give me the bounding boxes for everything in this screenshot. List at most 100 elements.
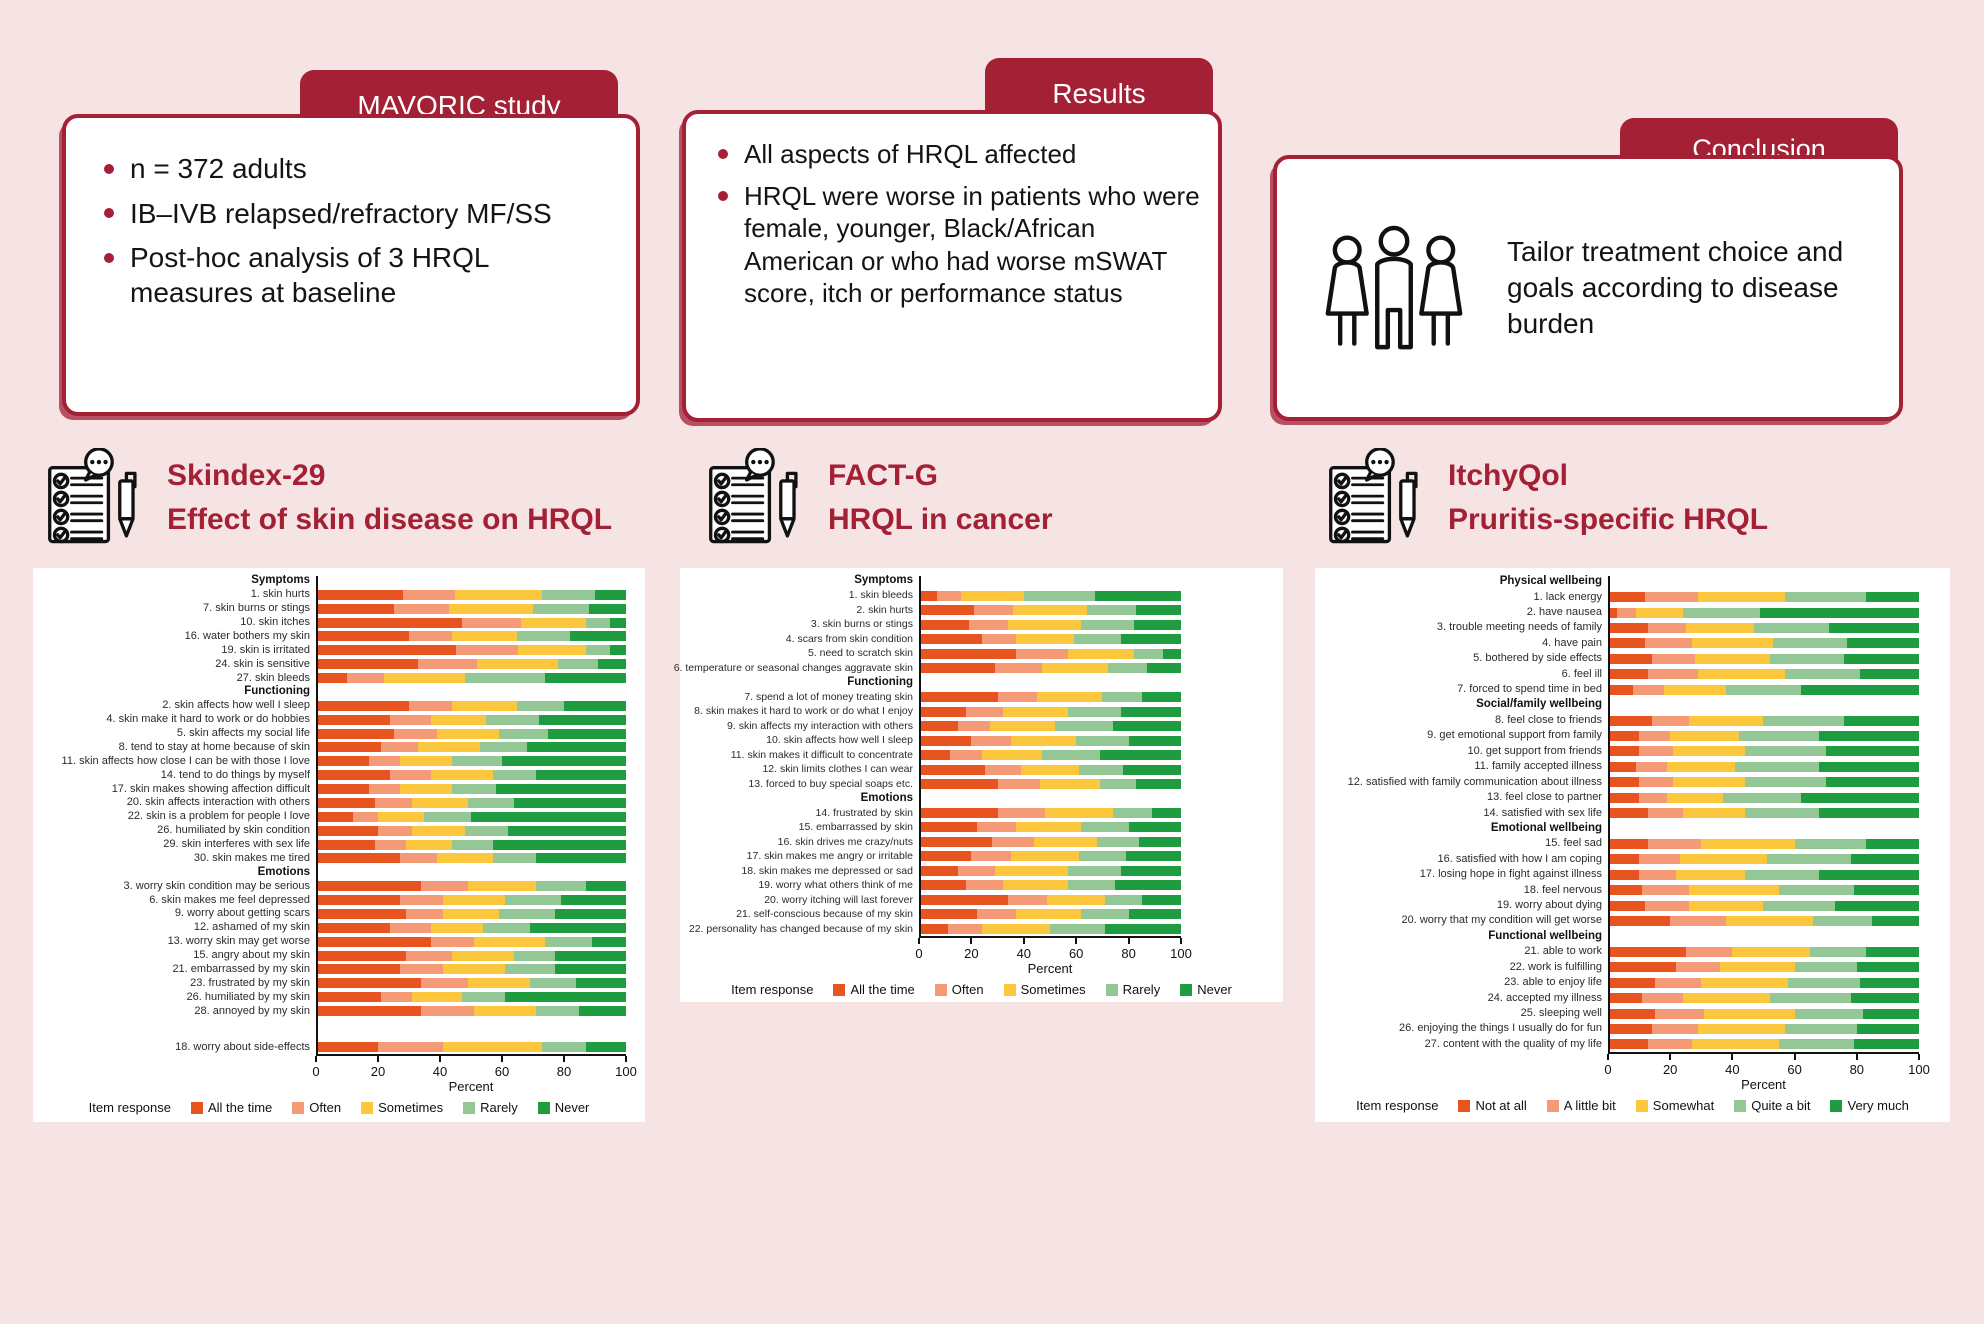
axis-tick-label: 80 (556, 1064, 572, 1079)
survey-checklist-icon (1329, 448, 1418, 544)
bar-segment-somewhat (1688, 900, 1764, 911)
label-text: Symptoms (854, 574, 913, 587)
bar-segment-never (1120, 634, 1181, 645)
bar-segment-sometimes (412, 825, 465, 836)
item-label: 12. ashamed of my skin (33, 922, 316, 933)
stacked-bar (1608, 962, 1919, 973)
stacked-bar (1608, 946, 1919, 957)
survey-title-itchyqol: ItchyQol Pruritis-specific HRQL (1326, 448, 1768, 548)
bar-segment-a-little-bit (1685, 946, 1733, 957)
bar-segment-often (409, 631, 453, 642)
axis-tick (1127, 938, 1130, 944)
bar-segment-sometimes (455, 589, 543, 600)
bar-segment-often (992, 836, 1035, 847)
stacked-bar (919, 923, 1181, 934)
bar-segment-all-the-time (316, 950, 406, 961)
bar-segment-never (576, 978, 626, 989)
bar-segment-not-at-all (1608, 1023, 1652, 1034)
axis-tick-label: 80 (1121, 946, 1136, 961)
stacked-bar (919, 894, 1181, 905)
item-label: 1. skin bleeds (680, 590, 919, 601)
item-label: 22. personality has changed because of m… (680, 924, 919, 935)
axis-tick-label: 40 (432, 1064, 448, 1079)
stacked-bar (316, 742, 626, 753)
item-label: 26. humiliated by my skin (33, 990, 316, 1003)
bar-segment-not-at-all (1608, 1008, 1655, 1019)
chart-legend: Item response All the time Often Sometimes R… (680, 982, 1283, 997)
bar-segment-quite-a-bit (1772, 638, 1848, 649)
label-text: 4. have pain (1542, 636, 1602, 649)
bar-segment-sometimes (474, 936, 546, 947)
axis-tick (1855, 1054, 1858, 1060)
item-label: 22. skin is a problem for people I love (33, 811, 316, 822)
bar-segment-sometimes (412, 992, 462, 1003)
bar-segment-rarely (480, 742, 527, 753)
axis-tick (1180, 938, 1182, 944)
bar-segment-all-the-time (919, 590, 938, 601)
bar-segment-all-the-time (919, 779, 998, 790)
legend-item-very-much: Very much (1830, 1098, 1909, 1113)
bar-segment-sometimes (443, 1042, 543, 1053)
bar-segment-often (974, 605, 1014, 616)
bar-segment-often (976, 909, 1016, 920)
label-text: 6. feel ill (1561, 667, 1602, 680)
label-text: 17. skin makes me angry or irritable (746, 850, 913, 863)
chart-legend: Item response Not at all A little bit Somew… (1315, 1098, 1950, 1113)
axis-tick (315, 1056, 317, 1062)
item-label: 4. have pain (1315, 636, 1608, 649)
item-label: 24. accepted my illness (1315, 992, 1608, 1004)
label-text: 18. worry about side-effects (175, 1040, 310, 1053)
item-label: 6. temperature or seasonal changes aggra… (674, 663, 919, 674)
chart-row: 3. worry skin condition may be serious (33, 879, 645, 893)
chart-row: 13. worry skin may get worse (33, 935, 645, 949)
bar-segment-sometimes (418, 742, 481, 753)
bar-segment-very-much (1850, 993, 1919, 1004)
stacked-bar (316, 728, 626, 739)
axis-tick-label: 20 (370, 1064, 386, 1079)
bar-segment-somewhat (1685, 622, 1755, 633)
axis-tick (1793, 1054, 1796, 1060)
section-header-row: Emotions (33, 865, 645, 879)
bar-segment-rarely (1099, 779, 1137, 790)
label-text: 26. humiliated by my skin (186, 990, 311, 1003)
label-text: 25. sleeping well (1520, 1007, 1602, 1020)
stacked-bar (316, 811, 626, 822)
chart-row: 1. skin hurts (33, 588, 645, 602)
bar-segment-never (548, 728, 626, 739)
bar-segment-all-the-time (919, 692, 998, 703)
item-label: 8. feel close to friends (1315, 715, 1608, 726)
axis-tick (970, 938, 973, 944)
stacked-bar (1608, 715, 1919, 726)
label-text: 10. get support from friends (1467, 744, 1602, 757)
stacked-bar (1608, 977, 1919, 988)
chart-row: 2. have nausea (1315, 605, 1950, 620)
bar-segment-never (1099, 750, 1181, 761)
bar-segment-not-at-all (1608, 962, 1677, 973)
chart-row: 11. skin makes it difficult to concentra… (680, 748, 1283, 762)
stacked-bar (919, 880, 1181, 891)
bar-segment-sometimes (989, 721, 1056, 732)
section-header: Functioning (33, 686, 316, 698)
bar-segment-somewhat (1704, 1008, 1795, 1019)
bar-segment-very-much (1819, 730, 1919, 741)
bar-segment-very-much (1866, 946, 1919, 957)
bar-segment-rarely (452, 839, 493, 850)
box-conclusion: Tailor treatment choice and goals accord… (1273, 155, 1903, 421)
stacked-bar (316, 908, 626, 919)
bar-segment-often (353, 811, 378, 822)
item-label: 15. angry about my skin (33, 950, 316, 961)
bar-segment-often (966, 706, 1003, 717)
bar-segment-a-little-bit (1648, 808, 1683, 819)
bar-segment-quite-a-bit (1763, 900, 1835, 911)
label-text: 21. embarrassed by my skin (172, 962, 310, 975)
three-people-icon (1325, 225, 1463, 350)
item-label: 7. forced to spend time in bed (1315, 684, 1608, 695)
stacked-bar (919, 692, 1181, 703)
chart-row: 8. skin makes it hard to work or do what… (680, 704, 1283, 718)
item-label: 5. skin affects my social life (33, 728, 316, 739)
chart-row: 21. able to work (1315, 944, 1950, 959)
bar-segment-never (1136, 779, 1181, 790)
bar-segment-somewhat (1667, 792, 1724, 803)
label-text: 2. skin affects how well I sleep (162, 699, 310, 712)
survey-checklist-icon (48, 448, 137, 544)
